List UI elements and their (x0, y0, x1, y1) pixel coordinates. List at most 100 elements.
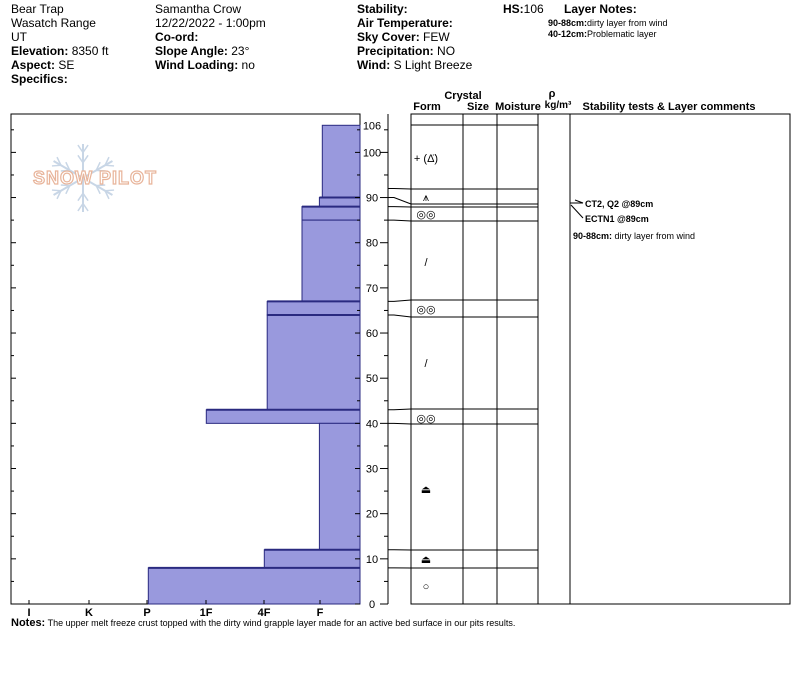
specifics-row: Specifics: (11, 72, 108, 86)
wind-loading-label: Wind Loading: (155, 58, 239, 72)
precip-row: Precipitation: NO (357, 44, 472, 58)
snowflake-branch (82, 192, 89, 202)
layer-comment-range: 90-88cm: (573, 231, 612, 241)
aspect-row: Aspect: SE (11, 58, 108, 72)
elevation-label: Elevation: (11, 44, 69, 58)
column-headers: Crystal Form Size Moisture ρ kg/m³ Stabi… (413, 88, 755, 113)
header-moisture: Moisture (495, 101, 541, 113)
layer-comment: 90-88cm: dirty layer from wind (573, 231, 695, 241)
aspect-label: Aspect: (11, 58, 56, 72)
grain-form-symbol: ⏏ (421, 554, 431, 566)
depth-tick-label: 10 (366, 554, 378, 566)
snowflake-icon (51, 144, 115, 212)
hardness-bar (301, 206, 361, 221)
stability-label: Stability: (357, 2, 408, 16)
site-state: UT (11, 30, 27, 44)
hs-row: HS:106 (503, 2, 544, 16)
depth-connector (388, 314, 412, 318)
grain-form-symbol: ⏏ (421, 484, 431, 496)
snowflake-arm (53, 177, 84, 196)
hardness-tick-label: 4F (258, 607, 271, 616)
hardness-bar (266, 314, 361, 411)
test-arrow (574, 199, 584, 204)
wind-loading-value: no (241, 58, 255, 72)
header-density: kg/m³ (545, 100, 572, 111)
snowflake-arm (53, 160, 84, 179)
depth-tick-label: 106 (363, 120, 381, 132)
layer-notes-list: 90-88cm:dirty layer from wind 40-12cm:Pr… (548, 18, 668, 40)
observer-name: Samantha Crow (155, 2, 242, 16)
snowflake-branch (77, 154, 84, 164)
layer-note-range: 40-12cm: (548, 29, 588, 39)
snowflake-arm (82, 177, 113, 196)
depth-tick-label: 30 (366, 464, 378, 476)
snowflake-branch (104, 156, 110, 166)
depth-connector (388, 422, 412, 425)
hardness-tick-label: F (317, 607, 324, 616)
snowpilot-watermark: SNOW PILOT (32, 144, 157, 212)
hardness-plot (10, 113, 361, 605)
coord-row: Co-ord: (155, 30, 266, 44)
depth-connector (388, 408, 412, 411)
layer-note-range: 90-88cm: (548, 18, 588, 28)
snowflake-branch (65, 185, 71, 195)
layer-note-item: 90-88cm:dirty layer from wind (548, 18, 668, 29)
layer-note-text: Problematic layer (587, 29, 657, 39)
coord-label: Co-ord: (155, 30, 199, 44)
snowflake-branch (95, 185, 101, 195)
wind-value: S Light Breeze (393, 58, 473, 72)
stability-test-label: ECTN1 @89cm (585, 214, 649, 224)
grain-form-symbol: ◎◎ (416, 209, 435, 221)
snowflake-branch (82, 203, 89, 212)
grain-form-symbol: ○ (423, 581, 430, 593)
depth-tick-label: 80 (366, 238, 378, 250)
header-rho: ρ (549, 88, 556, 100)
observer-info: Samantha Crow 12/22/2022 - 1:00pm Co-ord… (155, 2, 266, 72)
snowflake-branch (60, 169, 70, 172)
depth-tick-label: 90 (366, 193, 378, 205)
hardness-bar (318, 422, 361, 551)
hardness-tick-label: 1F (200, 607, 213, 616)
test-pointer (570, 204, 584, 219)
layer-comment-text: dirty layer from wind (612, 231, 695, 241)
table-frame (410, 113, 791, 605)
depth-tick-label: 0 (369, 599, 375, 611)
wind-row: Wind: S Light Breeze (357, 58, 472, 72)
elevation-row: Elevation: 8350 ft (11, 44, 108, 58)
stability-tests: CT2, Q2 @89cm ECTN1 @89cm 90-88cm: dirty l… (570, 199, 695, 241)
layer-note-text: dirty layer from wind (587, 18, 668, 28)
depth-tick-label: 40 (366, 418, 378, 430)
snowflake-branch (56, 190, 62, 200)
air-temp-row: Air Temperature: (357, 16, 472, 30)
hardness-bar (318, 197, 361, 208)
snowflake-branch (56, 156, 62, 166)
grain-form-symbol: / (424, 257, 428, 269)
specifics-label: Specifics: (11, 72, 68, 86)
site-info: Bear Trap Wasatch Range UT Elevation: 83… (11, 2, 108, 86)
depth-connector (388, 197, 412, 205)
grain-form-symbol: ⩚ (423, 192, 429, 204)
precip-value: NO (437, 44, 456, 58)
depth-tick-label: 20 (366, 509, 378, 521)
hardness-bar (147, 567, 361, 605)
elevation-value: 8350 ft (71, 44, 109, 58)
hs-label: HS: (503, 2, 524, 16)
stability-row: Stability: (357, 2, 472, 16)
header-size: Size (467, 101, 489, 113)
wind-label: Wind: (357, 58, 391, 72)
snowflake-branch (60, 184, 70, 187)
slope-row: Slope Angle: 23° (155, 44, 266, 58)
depth-tick-label: 50 (366, 373, 378, 385)
notes-text: The upper melt freeze crust topped with … (47, 618, 516, 628)
precip-label: Precipitation: (357, 44, 434, 58)
depth-tick-label: 60 (366, 328, 378, 340)
snow-profile-chart: SNOW PILOT 0 10 20 30 40 50 60 70 80 90 100 106 I K P… (10, 88, 791, 616)
depth-axis: 0 10 20 30 40 50 60 70 80 90 100 106 (11, 114, 389, 611)
site-location: Bear Trap (11, 2, 64, 16)
hardness-bar (321, 124, 361, 199)
depth-tick-label: 70 (366, 283, 378, 295)
hardness-tick-label: P (143, 607, 150, 616)
conditions-info: Stability: Air Temperature: Sky Cover: F… (357, 2, 472, 72)
snowflake-branch (104, 190, 110, 200)
snowflake-branch (51, 189, 61, 192)
